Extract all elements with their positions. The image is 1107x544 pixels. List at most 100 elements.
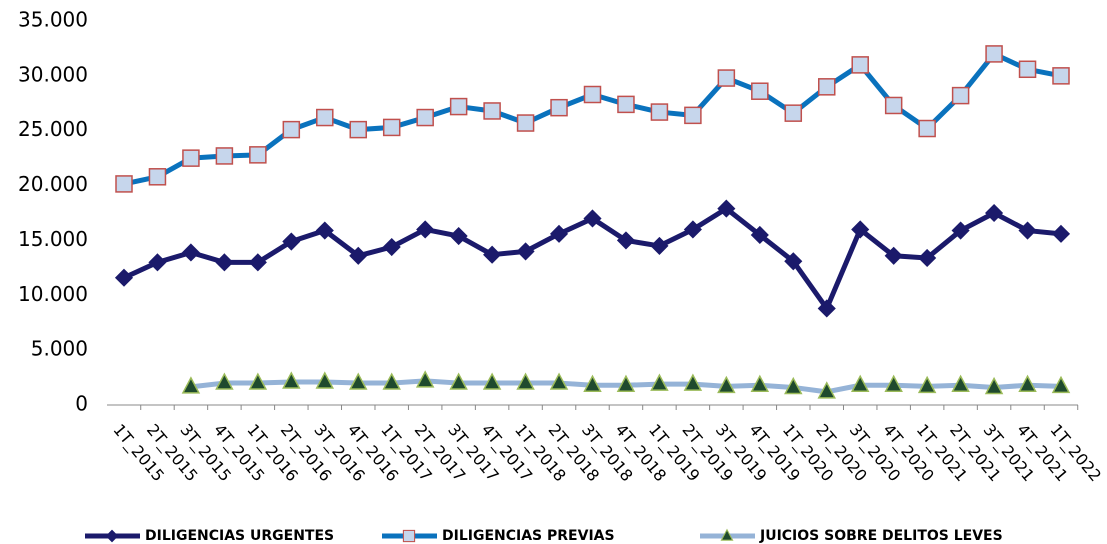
data-point [349,246,368,265]
data-point [215,147,234,165]
data-point [984,376,1004,395]
data-point [750,374,770,393]
y-tick-label: 5.000 [31,337,88,361]
data-point [985,45,1003,63]
data-point [416,220,435,239]
data-point [951,221,970,240]
data-point [650,236,669,255]
data-point [650,103,669,121]
data-point [315,371,335,389]
data-point [549,372,569,390]
data-point [616,374,636,393]
data-point [617,95,635,114]
data-point [215,372,234,390]
data-point [349,372,368,390]
data-point [282,232,301,251]
y-tick-label: 25.000 [18,117,88,141]
y-tick-label: 10.000 [18,282,88,306]
data-point [851,56,869,74]
data-point [483,102,501,120]
data-point [717,69,736,87]
legend-label: JUICIOS SOBRE DELITOS LEVES [759,528,1003,544]
legend-marker [402,529,416,543]
data-point [583,374,602,393]
data-point [248,372,268,390]
data-point [483,245,502,264]
data-point [1018,374,1037,393]
data-point [282,120,301,139]
data-point [1018,60,1037,79]
data-point [482,372,502,390]
data-point [583,85,602,104]
data-point [315,221,334,240]
data-point [316,108,334,127]
data-point [182,149,200,167]
data-point [1051,375,1071,394]
data-point [248,253,267,272]
data-point [985,203,1004,223]
data-point [516,372,535,390]
data-point [850,374,870,393]
legend-label: DILIGENCIAS PREVIAS [442,528,615,544]
data-point [918,248,937,268]
data-point [282,371,301,389]
data-point [616,231,636,250]
data-point [249,146,267,164]
y-tick-label: 15.000 [18,227,88,251]
data-point [416,108,434,127]
y-tick-label: 30.000 [18,62,88,86]
data-point [382,118,401,137]
series-line [123,51,1062,187]
data-point [181,376,201,394]
data-point [683,220,702,239]
data-point [449,226,468,246]
data-point [449,372,468,390]
data-point [382,372,401,390]
data-point [750,225,769,245]
data-point [382,237,401,257]
data-point [115,175,133,193]
data-point [181,243,200,262]
data-point [114,268,134,287]
data-point [148,253,167,272]
data-point [784,252,803,271]
data-point [684,106,702,125]
data-point [1018,221,1037,240]
data-point [550,98,568,117]
data-point [449,97,468,116]
data-point [818,78,836,96]
data-point [918,119,936,138]
data-point [349,120,367,139]
y-tick-label: 0 [75,392,88,416]
data-point [1051,224,1071,243]
data-point [215,253,234,272]
data-point [884,96,903,115]
y-tick-label: 20.000 [18,172,88,196]
data-point [583,209,602,228]
data-point [751,82,769,100]
y-tick-label: 35.000 [18,8,88,32]
data-point [884,246,903,265]
data-point [817,299,836,318]
data-point [951,374,970,393]
data-point [784,376,803,395]
data-point [951,86,970,105]
data-point [516,242,535,261]
data-point [717,375,736,394]
legend-label: DILIGENCIAS URGENTES [145,528,334,544]
data-point [415,370,435,388]
legend-marker [720,528,734,541]
data-point [516,114,535,132]
data-point [1052,67,1070,85]
data-point [884,374,903,393]
data-point [650,373,669,391]
data-point [717,199,736,218]
data-point [784,104,803,122]
data-point [148,168,167,186]
data-point [549,224,569,243]
data-point [851,220,870,239]
legend-marker [105,529,119,543]
data-point [917,375,937,394]
data-point [683,373,703,391]
